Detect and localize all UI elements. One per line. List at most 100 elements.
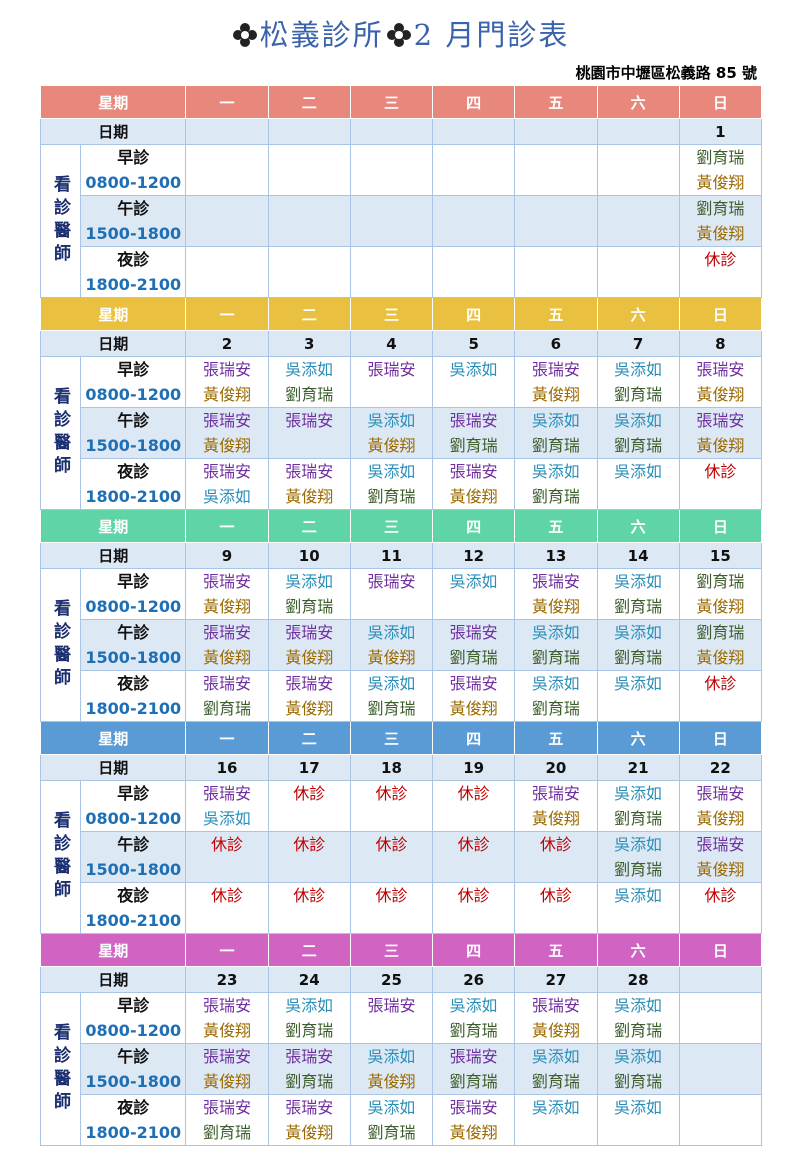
doctor-name: 張瑞安 (285, 1098, 334, 1117)
weekday-header: 二 (267, 721, 351, 755)
doctor-name: 張瑞安 (696, 360, 745, 379)
doctor-name: 休診 (704, 250, 737, 269)
doctor-name: 休診 (539, 886, 572, 905)
doctor-label-cell: 看診醫師 (39, 992, 82, 1146)
session-name: 夜診 (117, 886, 150, 905)
schedule-cell: 張瑞安 黃俊翔 (185, 619, 269, 671)
doctor-name: 張瑞安 (285, 462, 334, 481)
doctor-name: 劉育瑞 (614, 1021, 663, 1040)
date-label: 日期 (39, 118, 187, 145)
schedule-cell: 休診 (432, 780, 516, 832)
doctor-name: 劉育瑞 (696, 623, 745, 642)
doctor-name: 黃俊翔 (696, 648, 745, 667)
weekday-header: 日 (678, 297, 763, 331)
schedule-cell: 張瑞安 黃俊翔 (514, 356, 598, 408)
doctor-name: 黃俊翔 (203, 436, 252, 455)
session-name: 早診 (117, 784, 150, 803)
doctor-label: 看診醫師 (50, 387, 71, 479)
session-time: 1500-1800 (85, 1072, 182, 1091)
session-row: 看診醫師 早診 0800-1200 張瑞安 吳添如 休診 休診 休診 張瑞安 黃俊翔 吳添如 劉育瑞張… (39, 780, 763, 934)
doctor-name: 吳添如 (203, 487, 252, 506)
schedule-cell: 張瑞安 黃俊翔 (678, 356, 763, 408)
doctor-name: 張瑞安 (203, 411, 252, 430)
weekday-header: 六 (596, 509, 680, 543)
date-cell: 7 (596, 330, 680, 357)
doctor-name: 劉育瑞 (531, 1072, 580, 1091)
doctor-name: 休診 (211, 886, 244, 905)
doctor-name: 張瑞安 (203, 360, 252, 379)
schedule-cell: 休診 (514, 882, 598, 934)
doctor-name: 吳添如 (285, 996, 334, 1015)
date-cell: 8 (678, 330, 763, 357)
session-cell: 午診 1500-1800 (80, 1043, 187, 1095)
doctor-name: 吳添如 (531, 674, 580, 693)
doctor-name: 劉育瑞 (285, 597, 334, 616)
session-cell: 夜診 1800-2100 (80, 670, 187, 722)
session-row: 午診 1500-1800 張瑞安 黃俊翔 張瑞安 吳添如 黃俊翔 張瑞安 劉育瑞 吳添如 劉育瑞 吳添… (41, 407, 763, 459)
schedule-cell: 劉育瑞 黃俊翔 (678, 195, 763, 247)
schedule-cell (432, 144, 516, 196)
schedule-cell (267, 246, 351, 298)
session-cell: 早診 0800-1200 (80, 356, 187, 408)
doctor-name: 吳添如 (531, 411, 580, 430)
session-time: 1800-2100 (85, 487, 182, 506)
weekday-header: 一 (185, 297, 269, 331)
doctor-name: 劉育瑞 (614, 648, 663, 667)
schedule-cell: 張瑞安 黃俊翔 (432, 670, 516, 722)
schedule-body: 星期一二三四五六日日期 1 看診醫師 早診 0800-1200 劉育瑞 黃俊翔 午診 1500-… (39, 85, 763, 1146)
schedule-cell: 張瑞安 黃俊翔 (185, 356, 269, 408)
session-time: 1800-2100 (85, 1123, 182, 1142)
schedule-cell: 吳添如 (432, 356, 516, 408)
schedule-cell: 張瑞安 劉育瑞 (432, 1043, 516, 1095)
schedule-cell: 休診 (349, 831, 434, 883)
date-cell: 14 (596, 542, 680, 569)
session-cell: 午診 1500-1800 (80, 831, 187, 883)
doctor-name: 休診 (293, 784, 326, 803)
schedule-cell: 休診 (349, 882, 434, 934)
doctor-name: 休診 (293, 886, 326, 905)
schedule-cell: 休診 (678, 458, 763, 510)
doctor-name: 張瑞安 (367, 996, 416, 1015)
doctor-name: 張瑞安 (531, 996, 580, 1015)
schedule-cell: 吳添如 (596, 458, 680, 510)
doctor-name: 吳添如 (614, 462, 663, 481)
weekday-header: 六 (596, 933, 680, 967)
doctor-name: 黃俊翔 (367, 436, 416, 455)
date-cell: 22 (678, 754, 763, 781)
doctor-name: 黃俊翔 (203, 1021, 252, 1040)
date-cell: 2 (185, 330, 269, 357)
schedule-cell (514, 246, 598, 298)
doctor-name: 吳添如 (285, 572, 334, 591)
session-row: 夜診 1800-2100 休診 (41, 246, 763, 298)
date-cell: 13 (514, 542, 598, 569)
date-cell (267, 118, 351, 145)
doctor-name: 吳添如 (367, 411, 416, 430)
doctor-name: 休診 (704, 886, 737, 905)
doctor-name: 張瑞安 (203, 462, 252, 481)
schedule-cell: 張瑞安 黃俊翔 (678, 831, 763, 883)
schedule-cell: 吳添如 劉育瑞 (514, 670, 598, 722)
doctor-name: 黃俊翔 (285, 699, 334, 718)
date-label: 日期 (39, 330, 187, 357)
weekday-header: 二 (267, 297, 351, 331)
doctor-name: 黃俊翔 (367, 648, 416, 667)
doctor-name: 劉育瑞 (367, 1123, 416, 1142)
doctor-name: 張瑞安 (203, 623, 252, 642)
doctor-name: 劉育瑞 (449, 1021, 498, 1040)
doctor-name: 劉育瑞 (614, 860, 663, 879)
title: 松義診所 (259, 18, 384, 52)
session-row: 看診醫師 早診 0800-1200 劉育瑞 黃俊翔 (39, 144, 763, 298)
schedule-cell: 休診 (514, 831, 598, 883)
date-cell: 10 (267, 542, 351, 569)
doctor-name: 吳添如 (614, 996, 663, 1015)
session-name: 夜診 (117, 674, 150, 693)
weekday-header-row: 星期一二三四五六日 (39, 933, 763, 967)
schedule-cell (678, 992, 763, 1044)
schedule-cell (514, 195, 598, 247)
doctor-name: 張瑞安 (449, 1047, 498, 1066)
doctor-name: 張瑞安 (285, 411, 334, 430)
schedule-cell: 吳添如 (596, 882, 680, 934)
weekday-header: 四 (432, 721, 516, 755)
schedule-cell: 張瑞安 劉育瑞 (185, 670, 269, 722)
doctor-name: 劉育瑞 (614, 436, 663, 455)
